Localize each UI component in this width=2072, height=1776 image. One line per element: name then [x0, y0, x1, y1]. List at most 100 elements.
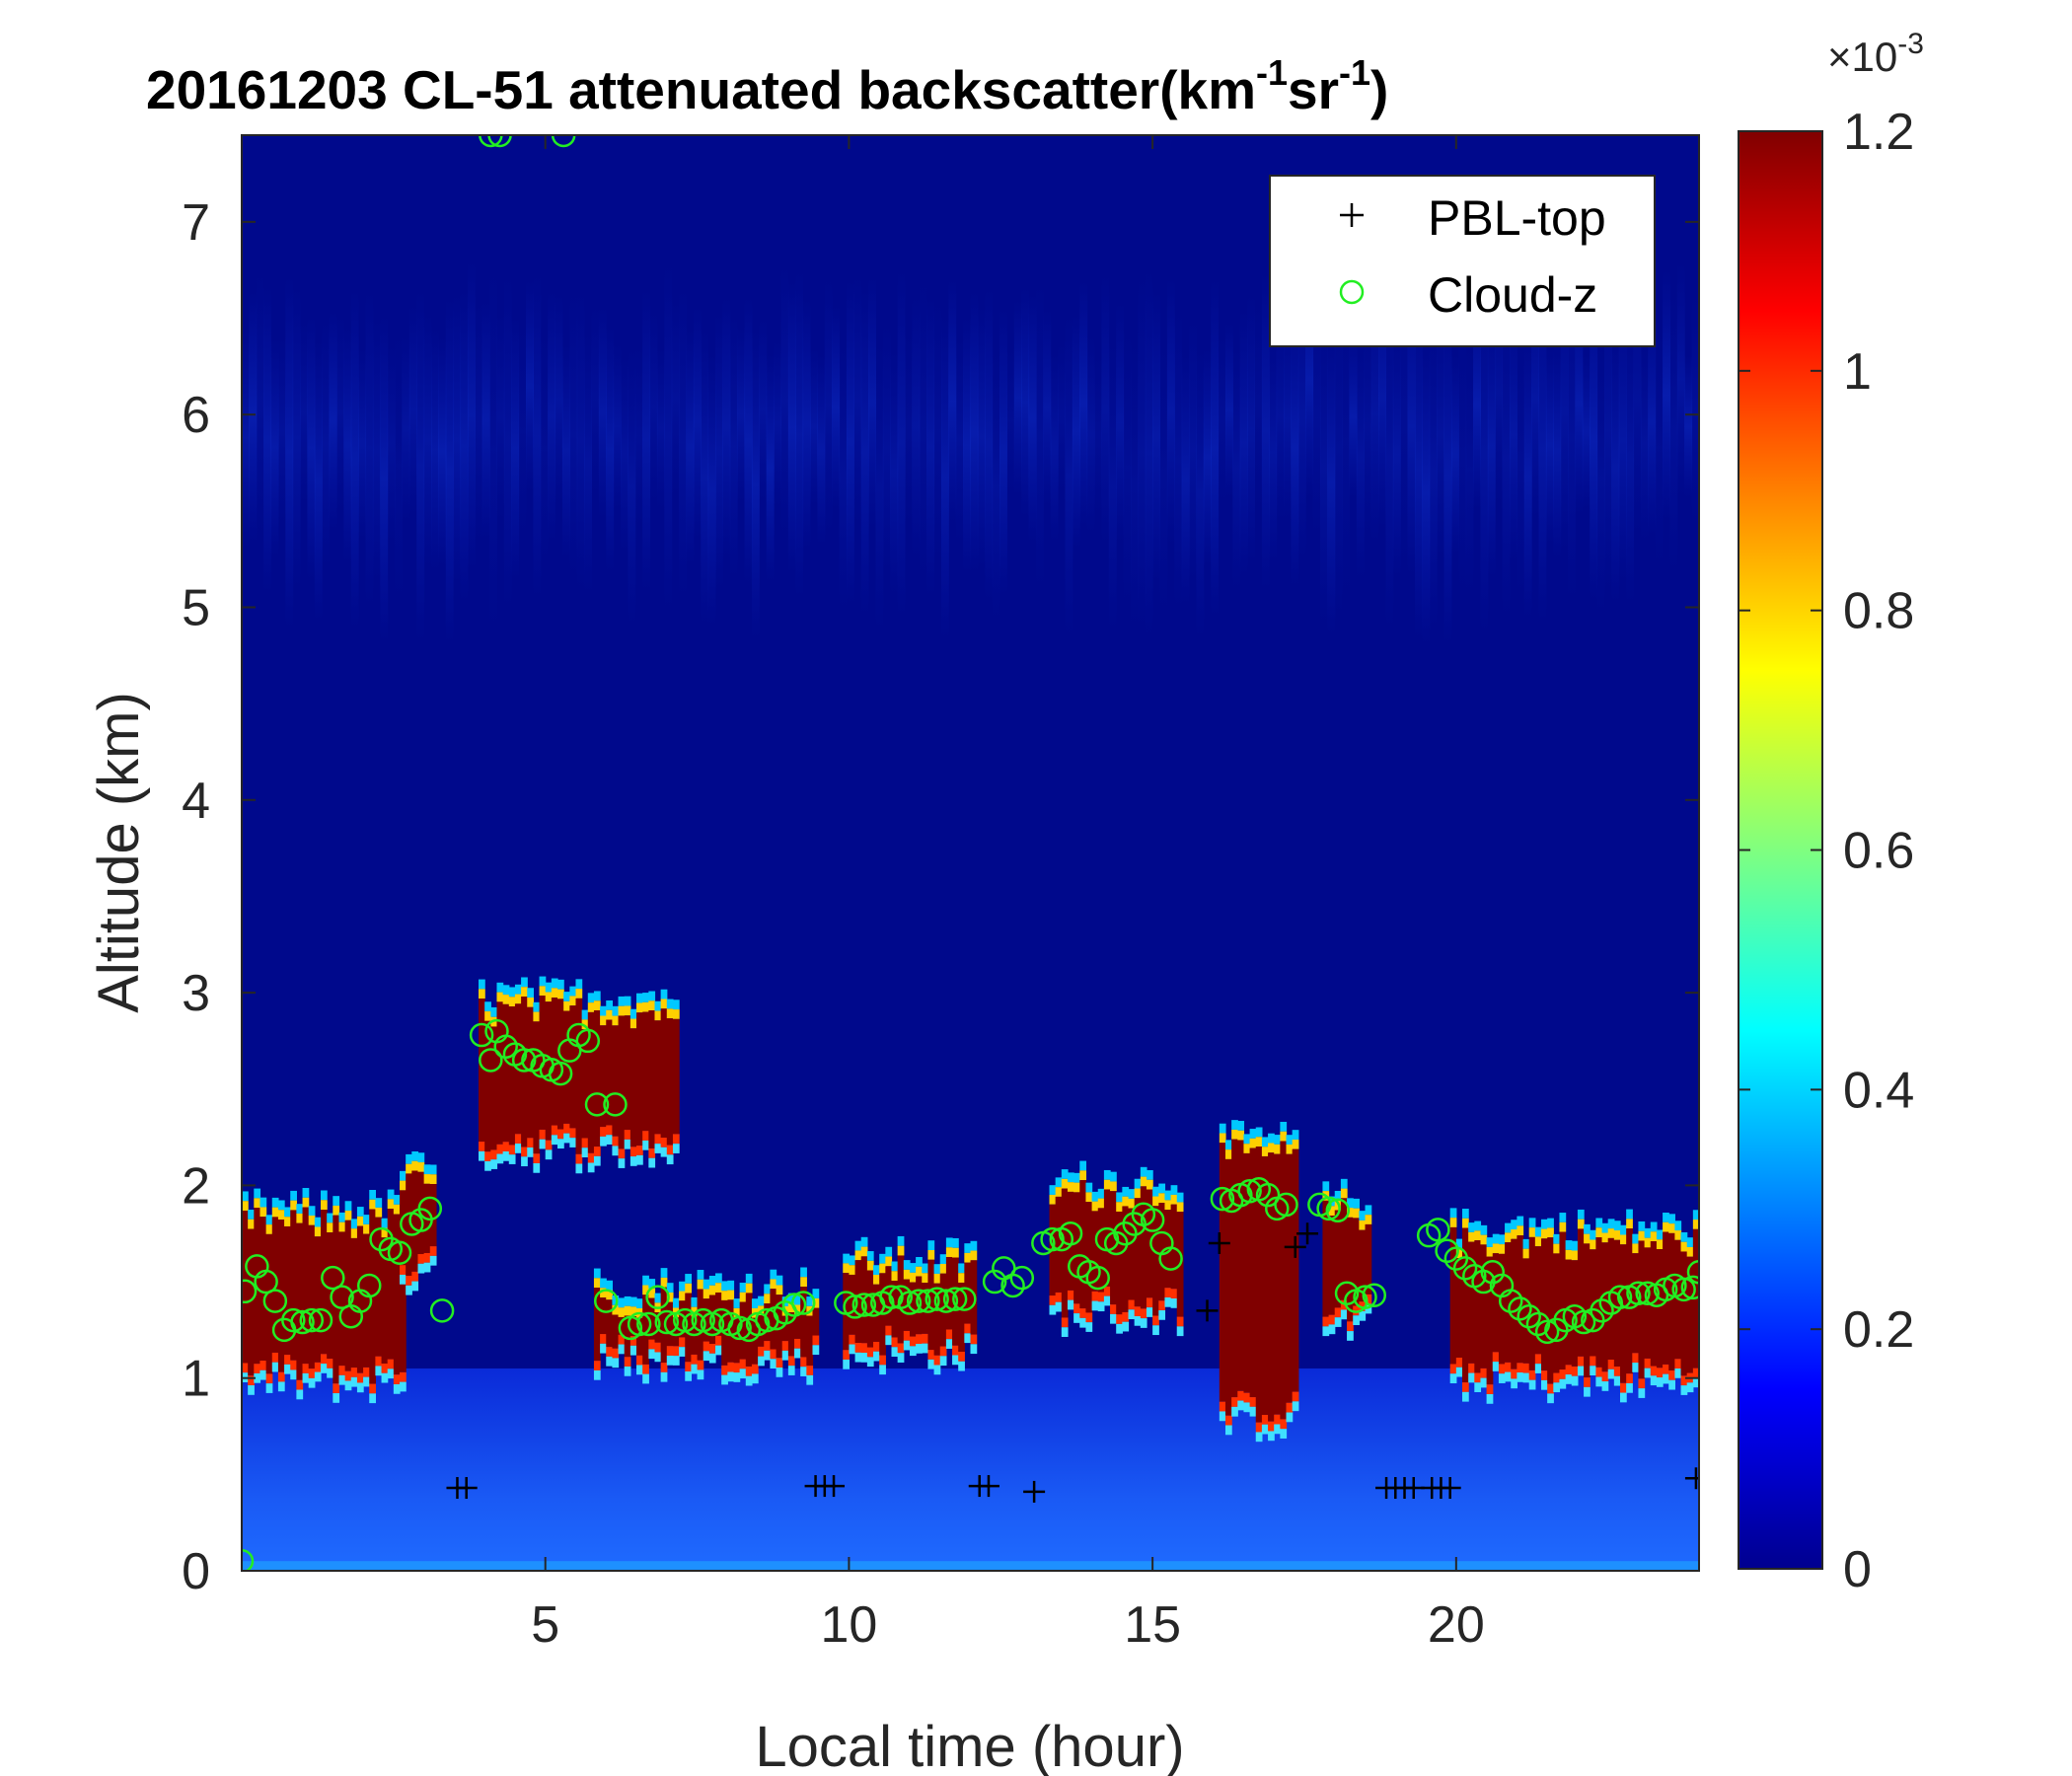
cloud-core: [1243, 1152, 1251, 1393]
legend-entry: PBL-top: [1340, 190, 1606, 246]
aerosol-streak: [628, 347, 636, 627]
cloud-core: [1231, 1139, 1238, 1398]
cloud-edge: [612, 1358, 620, 1369]
cloud-core: [672, 1317, 680, 1347]
cloud-edge: [903, 1260, 911, 1270]
cloud-core: [1613, 1239, 1621, 1368]
cloud-edge: [849, 1265, 856, 1275]
cloud-edge: [1110, 1304, 1117, 1314]
cloud-core: [703, 1298, 710, 1342]
cloud-edge: [916, 1266, 923, 1277]
cloud-edge: [1237, 1390, 1245, 1401]
cloud-edge: [618, 1307, 626, 1317]
cloud-z-point: [584, 1092, 610, 1117]
cloud-core: [1079, 1180, 1087, 1309]
cloud-core: [624, 1015, 631, 1131]
cloud-edge: [1110, 1181, 1117, 1192]
cloud-edge: [1626, 1373, 1633, 1383]
aerosol-streak: [1450, 354, 1459, 555]
cloud-edge: [1528, 1379, 1536, 1390]
cloud-edge: [624, 1005, 631, 1016]
aerosol-streak: [402, 335, 410, 523]
backscatter-heatmap: [242, 260, 1699, 1571]
cloud-z-point: [487, 135, 512, 148]
cloud-core: [1686, 1256, 1694, 1373]
cloud-z-point: [1237, 1179, 1262, 1204]
cloud-edge: [521, 987, 528, 998]
cloud-z-point: [493, 1034, 518, 1060]
cloud-core: [1492, 1253, 1500, 1353]
cloud-edge: [1085, 1312, 1093, 1323]
cloud-core: [1085, 1202, 1093, 1313]
cloud-edge: [770, 1349, 777, 1360]
cloud-edge: [417, 1152, 425, 1163]
aerosol-streak: [912, 295, 921, 558]
cloud-edge: [1559, 1369, 1567, 1379]
cloud-core: [411, 1170, 419, 1272]
aerosol-streak: [584, 333, 592, 595]
cloud-z-point: [773, 1300, 798, 1325]
cloud-z-point: [1626, 1281, 1651, 1306]
cloud-edge: [648, 1157, 656, 1168]
cloud-edge: [612, 1146, 620, 1156]
cloud-edge: [1158, 1183, 1166, 1194]
aerosol-streak: [1465, 343, 1474, 596]
aerosol-streak: [1050, 353, 1059, 543]
cloud-edge: [393, 1195, 401, 1205]
cloud-edge: [691, 1306, 699, 1317]
cloud-edge: [502, 1142, 510, 1151]
cloud-edge: [685, 1274, 693, 1284]
cloud-edge: [545, 1140, 553, 1150]
cloud-core: [1607, 1237, 1615, 1361]
aerosol-streak: [1575, 292, 1584, 515]
cloud-edge: [1249, 1129, 1257, 1139]
cloud-edge: [1663, 1221, 1669, 1232]
cloud-edge: [666, 1154, 674, 1165]
cloud-edge: [606, 1009, 614, 1020]
cloud-edge: [1517, 1225, 1524, 1236]
cloud-edge: [1674, 1221, 1682, 1231]
cloud-core: [866, 1270, 874, 1348]
cloud-edge: [629, 1156, 637, 1166]
cloud-edge: [1146, 1179, 1153, 1190]
cloud-core: [794, 1314, 801, 1339]
cloud-edge: [254, 1372, 261, 1383]
aerosol-streak: [1648, 308, 1657, 536]
cloud-edge: [708, 1343, 716, 1354]
cloud-core: [1134, 1198, 1142, 1307]
cloud-edge: [879, 1365, 886, 1375]
cloud-edge: [1359, 1220, 1367, 1230]
cloud-edge: [545, 992, 553, 1002]
cloud-edge: [1170, 1194, 1178, 1205]
cloud-core: [1061, 1188, 1069, 1318]
cloud-core: [952, 1257, 959, 1346]
cloud-edge: [1055, 1292, 1063, 1302]
cloud-edge: [259, 1197, 267, 1208]
cloud-core: [1468, 1241, 1475, 1364]
cloud-edge: [806, 1296, 814, 1306]
cloud-core: [733, 1317, 741, 1364]
x-axis-label: Local time (hour): [755, 1715, 1184, 1776]
cloud-edge: [1517, 1216, 1524, 1226]
cloud-edge: [1559, 1221, 1567, 1232]
cloud-edge: [1474, 1372, 1482, 1383]
cloud-edge: [933, 1355, 941, 1366]
cloud-edge: [333, 1205, 340, 1216]
aerosol-streak: [576, 290, 585, 591]
cloud-edge: [581, 1138, 589, 1148]
cloud-edge: [648, 1000, 656, 1011]
cloud-edge: [715, 1345, 722, 1356]
cloud-core: [1237, 1140, 1245, 1391]
cloud-core: [654, 1020, 662, 1135]
cloud-edge: [1534, 1354, 1542, 1365]
cloud-edge: [508, 1145, 516, 1155]
aerosol-streak: [780, 264, 789, 536]
cloud-edge: [1553, 1372, 1561, 1383]
cloud-edge: [1505, 1222, 1512, 1233]
aerosol-streak: [1495, 280, 1504, 506]
cloud-edge: [745, 1366, 753, 1376]
aerosol-streak: [1108, 341, 1117, 633]
cloud-core: [751, 1317, 759, 1365]
cloud-edge: [1097, 1198, 1105, 1209]
aerosol-streak: [919, 278, 927, 579]
